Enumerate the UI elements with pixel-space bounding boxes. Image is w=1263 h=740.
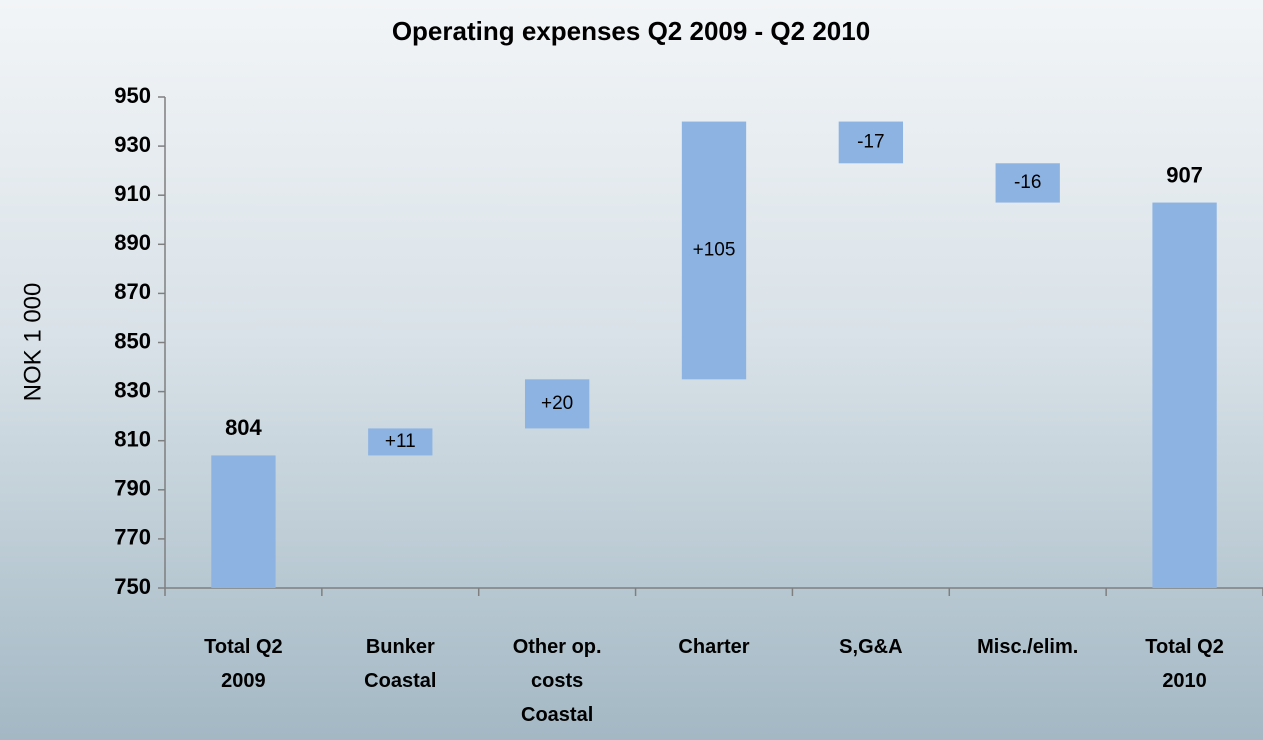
data-label: +105 [693, 239, 736, 260]
y-tick-label: 790 [114, 476, 151, 501]
x-tick-label: Total Q2 2010 [1145, 636, 1224, 692]
y-axis-label: NOK 1 000 [19, 283, 46, 402]
y-tick-label: 910 [114, 181, 151, 206]
x-tick-label: Misc./elim. [977, 636, 1079, 658]
y-tick-label: 950 [114, 83, 151, 108]
y-tick-label: 890 [114, 230, 151, 255]
y-tick-label: 810 [114, 427, 151, 452]
bar [524, 379, 590, 429]
y-tick-label: 850 [114, 328, 151, 353]
chart-title: Operating expenses Q2 2009 - Q2 2010 [392, 16, 870, 46]
bar [681, 121, 747, 380]
y-tick-label: 930 [114, 132, 151, 157]
x-tick-label: Total Q2 2009 [204, 636, 283, 692]
x-tick-label: Charter [678, 636, 750, 658]
y-tick-label: 870 [114, 279, 151, 304]
y-tick-label: 770 [114, 525, 151, 550]
bar [1152, 202, 1217, 588]
y-tick-label: 750 [114, 574, 151, 599]
x-tick-label: S,G&A [839, 636, 903, 658]
data-label: 907 [1166, 162, 1203, 187]
data-label: -16 [1014, 172, 1041, 193]
data-label: -17 [857, 131, 884, 152]
bar [838, 121, 904, 164]
bar [211, 455, 276, 588]
data-label: +20 [541, 393, 573, 414]
x-tick-label: Other op. costs Coastal [512, 636, 602, 726]
bar [995, 163, 1060, 203]
data-label: +11 [385, 431, 416, 452]
x-tick-label: Bunker Coastal [364, 636, 437, 692]
bar [368, 428, 433, 456]
y-tick-label: 830 [114, 377, 151, 402]
data-label: 804 [225, 415, 262, 440]
